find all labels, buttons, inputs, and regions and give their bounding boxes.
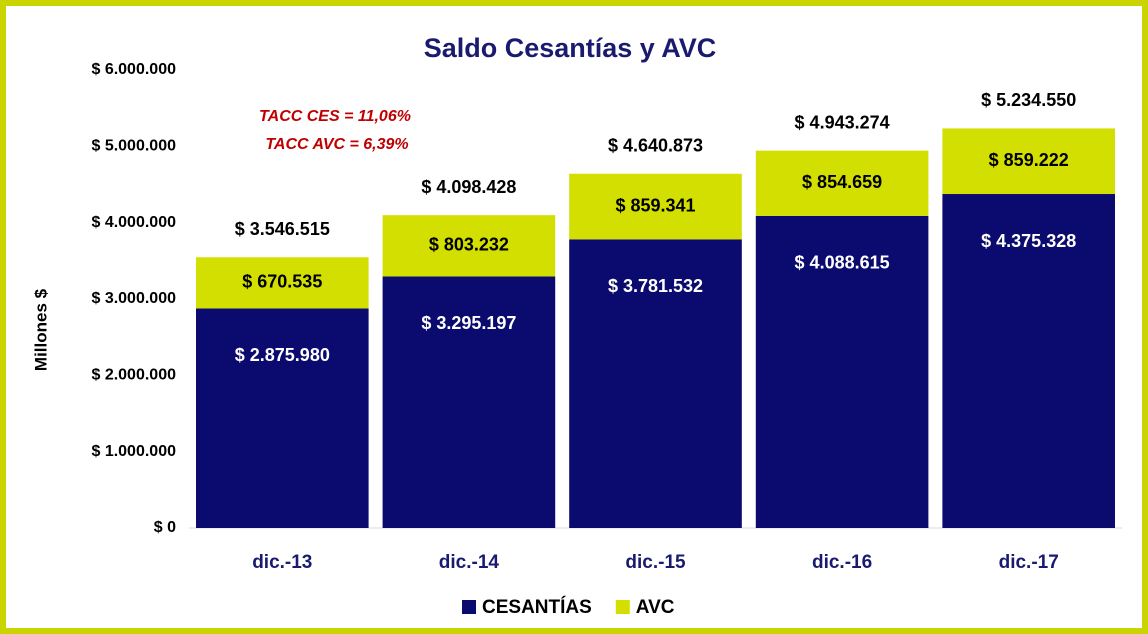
bar-segment	[755, 215, 929, 528]
bar-segment	[382, 215, 556, 277]
total-label: $ 5.234.550	[981, 90, 1076, 110]
data-label: $ 859.341	[615, 195, 695, 215]
y-tick-label: $ 0	[154, 519, 176, 536]
data-label: $ 803.232	[429, 235, 509, 255]
y-tick-label: $ 1.000.000	[91, 443, 176, 460]
y-tick-label: $ 4.000.000	[91, 214, 176, 231]
data-label: $ 670.535	[242, 272, 322, 292]
total-label: $ 4.943.274	[795, 112, 890, 132]
y-axis-label: Millones $	[31, 288, 50, 371]
bar-segment	[755, 150, 929, 216]
bar-segment	[569, 173, 742, 240]
bar-segment	[942, 194, 1116, 528]
x-tick-label: dic.-16	[812, 552, 872, 573]
data-label: $ 854.659	[802, 172, 882, 192]
y-tick-label: $ 6.000.000	[91, 61, 176, 78]
total-label: $ 4.640.873	[608, 135, 703, 155]
legend-label: AVC	[636, 597, 675, 618]
data-label: $ 2.875.980	[235, 345, 330, 365]
legend-swatch	[615, 600, 630, 614]
total-label: $ 3.546.515	[235, 219, 330, 239]
x-tick-label: dic.-17	[999, 552, 1059, 573]
chart-title: Saldo Cesantías y AVC	[424, 33, 717, 63]
bar-segment	[569, 239, 742, 528]
bar-segment	[382, 276, 556, 528]
annotation: TACC AVC = 6,39%	[265, 136, 408, 153]
data-label: $ 4.375.328	[981, 231, 1076, 251]
data-label: $ 3.781.532	[608, 276, 703, 296]
y-tick-label: $ 2.000.000	[91, 367, 176, 384]
bar-segment	[195, 308, 369, 528]
bar-segment	[195, 257, 369, 309]
annotation: TACC CES = 11,06%	[259, 108, 411, 125]
data-label: $ 3.295.197	[421, 313, 516, 333]
bar-segment	[942, 128, 1116, 195]
y-tick-label: $ 5.000.000	[91, 138, 176, 155]
legend-swatch	[462, 600, 476, 614]
legend-label: CESANTÍAS	[482, 596, 592, 618]
x-tick-label: dic.-15	[625, 552, 686, 573]
x-tick-label: dic.-13	[252, 552, 312, 573]
total-label: $ 4.098.428	[421, 177, 516, 197]
x-tick-label: dic.-14	[439, 552, 500, 573]
y-tick-label: $ 3.000.000	[91, 290, 176, 307]
data-label: $ 859.222	[989, 150, 1069, 170]
data-label: $ 4.088.615	[795, 253, 890, 273]
